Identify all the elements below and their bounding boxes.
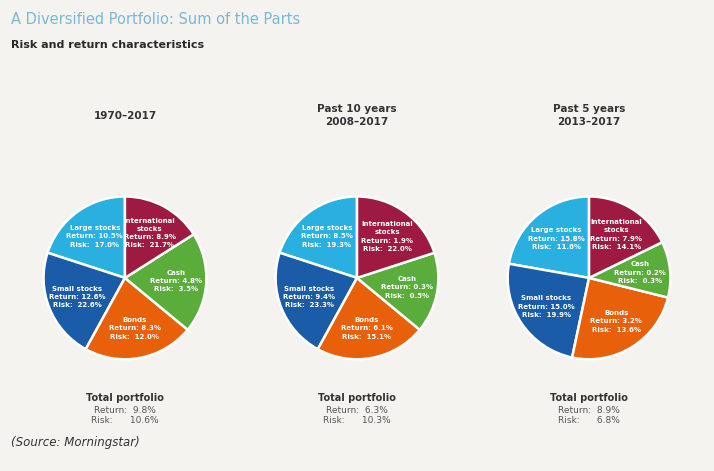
Text: Return:  6.3%: Return: 6.3% [326,406,388,415]
Text: Large stocks
Return: 10.5%
Risk:  17.0%: Large stocks Return: 10.5% Risk: 17.0% [66,225,124,248]
Text: Bonds
Return: 3.2%
Risk:  13.6%: Bonds Return: 3.2% Risk: 13.6% [590,310,642,333]
Text: Risk:      6.8%: Risk: 6.8% [558,415,620,425]
Wedge shape [589,242,670,298]
Text: Total portfolio: Total portfolio [318,393,396,403]
Text: Cash
Return: 0.3%
Risk:  0.5%: Cash Return: 0.3% Risk: 0.5% [381,276,433,299]
Text: International
stocks
Return: 1.9%
Risk:  22.0%: International stocks Return: 1.9% Risk: … [361,221,413,252]
Text: Cash
Return: 4.8%
Risk:  3.5%: Cash Return: 4.8% Risk: 3.5% [150,270,202,292]
Text: Past 5 years: Past 5 years [553,104,625,114]
Text: Bonds
Return: 6.1%
Risk:  15.1%: Bonds Return: 6.1% Risk: 15.1% [341,317,393,340]
Text: Bonds
Return: 8.3%
Risk:  12.0%: Bonds Return: 8.3% Risk: 12.0% [109,317,161,340]
Text: 1970–2017: 1970–2017 [94,111,156,121]
Wedge shape [357,196,434,278]
Text: International
stocks
Return: 7.9%
Risk:  14.1%: International stocks Return: 7.9% Risk: … [590,219,642,250]
Text: Large stocks
Return: 15.8%
Risk:  11.6%: Large stocks Return: 15.8% Risk: 11.6% [528,227,585,250]
Wedge shape [125,234,206,330]
Wedge shape [572,278,668,359]
Wedge shape [589,196,662,278]
Text: Total portfolio: Total portfolio [550,393,628,403]
Text: Small stocks
Return: 15.0%
Risk:  19.9%: Small stocks Return: 15.0% Risk: 19.9% [518,295,575,318]
Wedge shape [357,253,438,330]
Text: International
stocks
Return: 8.9%
Risk:  21.7%: International stocks Return: 8.9% Risk: … [124,218,176,248]
Wedge shape [86,278,188,359]
Text: Return:  8.9%: Return: 8.9% [558,406,620,415]
Wedge shape [48,196,125,278]
Wedge shape [276,253,357,349]
Text: Cash
Return: 0.2%
Risk:  0.3%: Cash Return: 0.2% Risk: 0.3% [614,261,666,284]
Wedge shape [125,196,193,278]
Wedge shape [280,196,357,278]
Text: Risk and return characteristics: Risk and return characteristics [11,40,203,50]
Text: Return:  9.8%: Return: 9.8% [94,406,156,415]
Text: Small stocks
Return: 9.4%
Risk:  23.3%: Small stocks Return: 9.4% Risk: 23.3% [283,285,336,308]
Wedge shape [44,253,125,349]
Wedge shape [509,196,589,278]
Text: Total portfolio: Total portfolio [86,393,164,403]
Wedge shape [318,278,420,359]
Wedge shape [508,264,589,357]
Text: Large stocks
Return: 8.5%
Risk:  19.3%: Large stocks Return: 8.5% Risk: 19.3% [301,225,353,248]
Text: Risk:      10.3%: Risk: 10.3% [323,415,391,425]
Text: Small stocks
Return: 12.6%
Risk:  22.6%: Small stocks Return: 12.6% Risk: 22.6% [49,285,106,308]
Text: Past 10 years: Past 10 years [317,104,397,114]
Text: 2008–2017: 2008–2017 [326,117,388,128]
Text: Risk:      10.6%: Risk: 10.6% [91,415,159,425]
Text: (Source: Morningstar): (Source: Morningstar) [11,436,139,449]
Text: A Diversified Portfolio: Sum of the Parts: A Diversified Portfolio: Sum of the Part… [11,12,300,27]
Text: 2013–2017: 2013–2017 [558,117,620,128]
